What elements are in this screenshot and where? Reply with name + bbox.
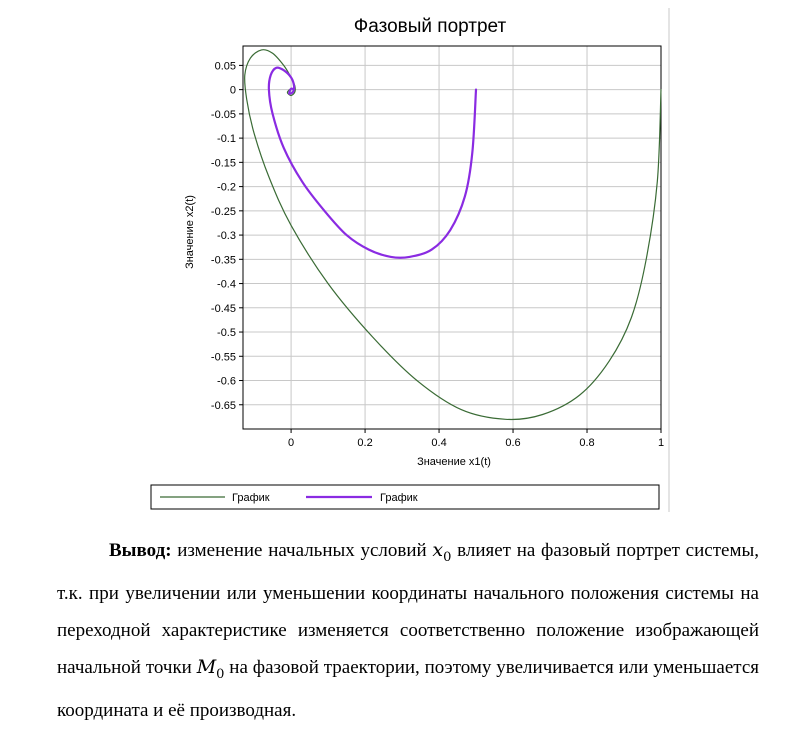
y-tick-label: -0.25 <box>211 206 236 218</box>
y-tick-label: 0 <box>230 85 236 97</box>
series-line-1 <box>244 49 662 421</box>
m0-symbol: M0 <box>196 656 225 682</box>
x-tick-label: 0.2 <box>357 437 372 449</box>
y-axis-label: Значение x2(t) <box>184 195 196 269</box>
y-tick-label: -0.35 <box>211 254 236 266</box>
y-tick-label: -0.05 <box>211 109 236 121</box>
phase-portrait-chart: Фазовый портрет 0.05 0 -0.05 -0.1 -0.15 -0.2 -… <box>150 8 670 512</box>
y-tick-label: -0.5 <box>217 327 236 339</box>
x-tick-label: 0.6 <box>505 437 520 449</box>
y-tick-label: -0.4 <box>217 279 236 291</box>
x-tick-label: 0.8 <box>579 437 594 449</box>
y-tick-label: 0.05 <box>215 60 236 72</box>
conclusion-paragraph: Вывод: изменение начальных условий x0 вл… <box>57 532 759 730</box>
y-tick-label: -0.65 <box>211 400 236 412</box>
y-axis-ticks: 0.05 0 -0.05 -0.1 -0.15 -0.2 -0.25 -0.3 -0.35 -0.… <box>211 60 243 412</box>
x-tick-label: 1 <box>658 437 664 449</box>
chart-title: Фазовый портрет <box>354 16 507 37</box>
y-tick-label: -0.1 <box>217 133 236 145</box>
conclusion-heading: Вывод: <box>109 540 172 561</box>
y-tick-label: -0.15 <box>211 157 236 169</box>
plot-area <box>242 45 662 430</box>
x-tick-label: 0.4 <box>431 437 446 449</box>
conclusion-text-1: изменение начальных условий <box>171 540 433 561</box>
x-tick-label: 0 <box>288 437 294 449</box>
series-line-2 <box>267 66 478 259</box>
x-axis-label: Значение x1(t) <box>417 456 491 468</box>
legend-label-series-1: График <box>232 492 270 504</box>
series-layer <box>244 49 662 421</box>
x0-symbol: x0 <box>432 539 452 565</box>
legend: График График <box>150 484 660 510</box>
y-tick-label: -0.45 <box>211 303 236 315</box>
conclusion-text-2: влияет на фазовый портрет системы, т.к. … <box>57 540 759 679</box>
y-tick-label: -0.6 <box>217 376 236 388</box>
legend-label-series-2: График <box>380 492 418 504</box>
y-tick-label: -0.2 <box>217 182 236 194</box>
y-tick-label: -0.55 <box>211 351 236 363</box>
conclusion-text-3: на фазовой траектории, поэтому увеличива… <box>57 657 759 722</box>
x-axis-ticks: 0 0.2 0.4 0.6 0.8 1 <box>288 429 664 449</box>
chart-grid <box>243 46 662 429</box>
legend-box <box>150 484 660 510</box>
y-tick-label: -0.3 <box>217 230 236 242</box>
